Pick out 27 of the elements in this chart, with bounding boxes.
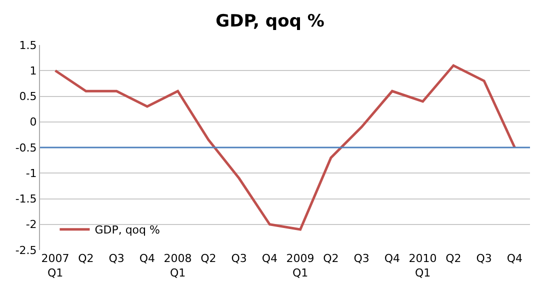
x-tick-label: 2008 Q1: [164, 252, 192, 280]
y-tick-label: -2: [26, 218, 37, 232]
chart-title: GDP, qoq %: [216, 11, 324, 32]
legend-label: GDP, qoq %: [94, 224, 160, 237]
y-tick-label: 1.5: [19, 38, 37, 52]
x-tick-label: Q4: [139, 252, 156, 265]
x-tick-label: 2007 Q1: [41, 252, 70, 280]
x-tick-label: Q2: [78, 252, 94, 265]
x-tick-label: Q3: [476, 252, 492, 265]
x-tick-label: 2009 Q1: [286, 252, 314, 280]
x-tick-label: Q3: [354, 252, 370, 265]
x-tick-label: Q4: [506, 252, 523, 265]
y-tick-label: 1: [30, 64, 37, 78]
x-tick-label: Q3: [231, 252, 247, 265]
x-tick-label: 2010 Q1: [408, 252, 437, 280]
x-tick-label: Q4: [384, 252, 400, 265]
x-tick-label: Q2: [200, 252, 216, 265]
y-tick-label: -1.5: [15, 192, 37, 206]
x-tick-label: Q2: [323, 252, 339, 265]
y-tick-label: -0.5: [15, 141, 37, 154]
x-tick-label: Q4: [262, 252, 278, 265]
x-tick-label: Q2: [446, 252, 462, 265]
y-tick-label: 0.5: [19, 90, 37, 104]
y-tick-label: -1: [26, 166, 37, 180]
y-tick-label: 0: [30, 116, 37, 129]
y-tick-label: -2.5: [15, 244, 37, 257]
x-tick-label: Q3: [108, 252, 124, 265]
